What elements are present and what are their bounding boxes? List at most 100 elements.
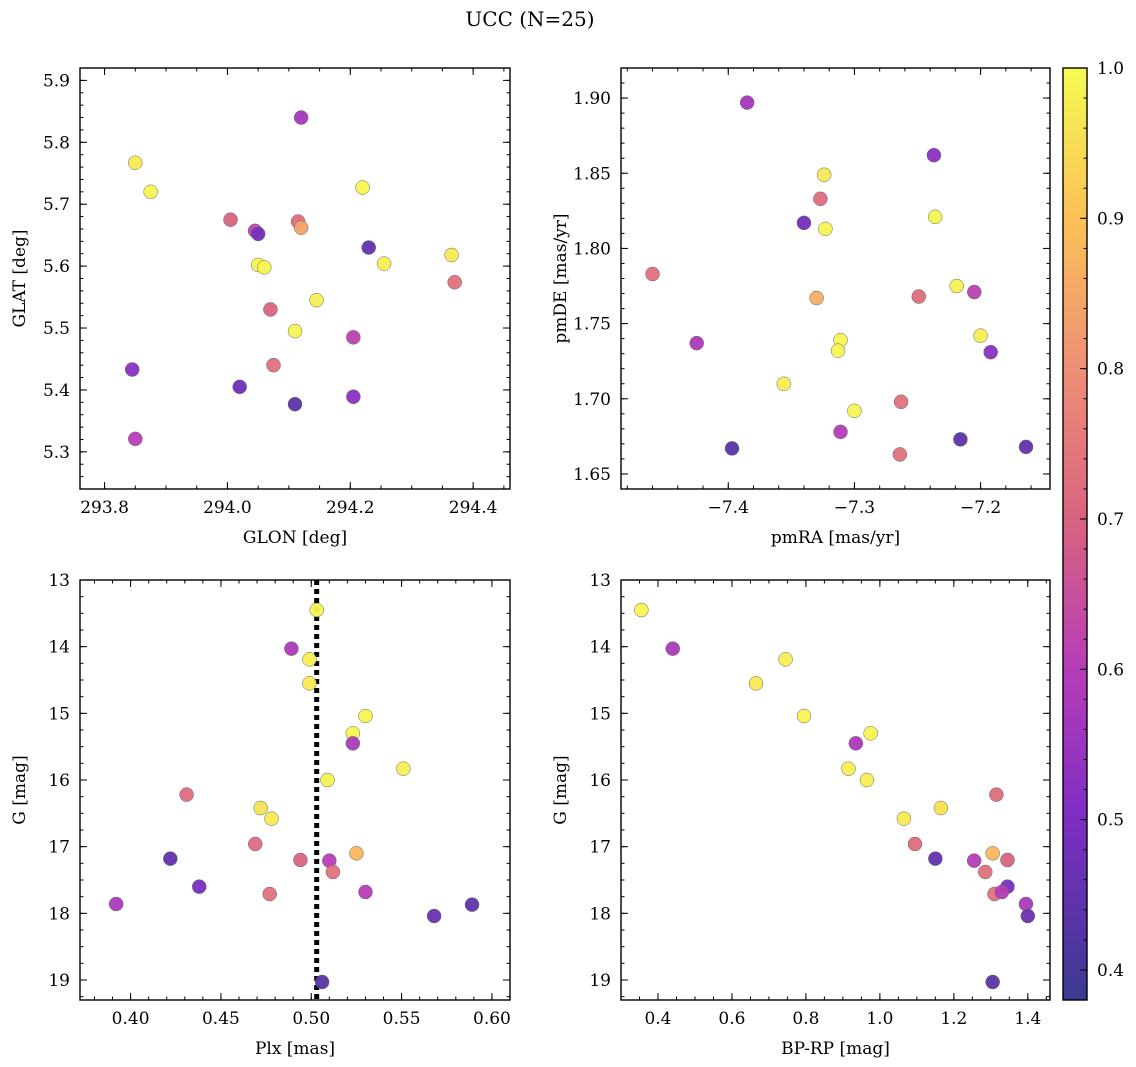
data-point — [191, 879, 207, 894]
data-point — [108, 896, 124, 912]
y-tick-label: 1.70 — [573, 390, 611, 410]
data-point — [847, 403, 862, 419]
colorbar-tick-label: 0.9 — [1097, 209, 1124, 229]
y-tick-label: 1.90 — [573, 89, 611, 109]
data-point — [994, 884, 1010, 900]
data-point — [833, 424, 848, 440]
y-tick-label: 18 — [589, 904, 611, 924]
data-point — [396, 761, 411, 776]
x-tick-label: 294.4 — [449, 498, 498, 518]
y-tick-label: 5.4 — [43, 381, 70, 401]
x-tick-label: −7.3 — [834, 498, 875, 518]
data-point — [257, 260, 272, 275]
data-point — [949, 278, 964, 294]
data-point — [464, 897, 480, 912]
data-point — [355, 180, 370, 195]
data-point — [892, 447, 908, 462]
panel-3: 0.40 0.45 0.50 0.55 0.60 13 14 15 16 17 18 19 Plx [m… — [10, 571, 511, 1059]
data-point — [361, 240, 376, 255]
data-point — [1018, 896, 1034, 912]
axes-frame — [79, 67, 511, 490]
data-point — [302, 676, 317, 691]
data-point — [893, 394, 909, 410]
y-tick-label: 1.85 — [573, 164, 611, 184]
data-point — [926, 147, 942, 163]
data-point — [250, 226, 266, 242]
data-point — [830, 343, 846, 358]
x-axis-label: BP-RP [mag] — [781, 1039, 890, 1059]
data-point — [859, 772, 875, 788]
data-point — [444, 247, 459, 263]
data-point — [848, 736, 864, 751]
y-tick-label: 5.3 — [43, 443, 70, 463]
data-point — [967, 284, 982, 300]
x-tick-label: 294.0 — [203, 498, 252, 518]
data-point — [907, 836, 923, 852]
y-tick-label: 17 — [589, 838, 611, 858]
data-point — [358, 884, 373, 900]
y-tick-label: 19 — [589, 971, 611, 991]
x-axis-label: Plx [mas] — [255, 1039, 335, 1059]
data-point — [933, 800, 949, 816]
data-point — [320, 772, 335, 788]
y-tick-label: 15 — [589, 704, 611, 724]
data-point — [985, 846, 1000, 861]
y-tick-label: 14 — [589, 638, 611, 658]
y-tick-label: 18 — [48, 904, 70, 924]
colorbar-gradient — [1062, 67, 1088, 1001]
data-point — [263, 302, 278, 317]
data-point — [447, 274, 462, 290]
x-tick-label: 0.6 — [718, 1009, 745, 1029]
data-point — [983, 344, 998, 360]
data-point — [928, 851, 943, 866]
data-point — [634, 602, 649, 618]
colorbar-tick-label: 0.4 — [1097, 961, 1124, 981]
data-point — [809, 290, 824, 306]
panel-4: 0.4 0.6 0.8 1.0 1.2 1.4 13 14 15 16 17 18 19 BP-RP [m… — [551, 571, 1051, 1059]
x-axis-label: pmRA [mas/yr] — [771, 528, 900, 548]
y-axis-label: GLAT [deg] — [10, 229, 30, 327]
data-point — [813, 191, 828, 207]
y-tick-label: 5.8 — [43, 133, 70, 153]
y-tick-label: 17 — [48, 838, 70, 858]
x-tick-label: 1.0 — [866, 1009, 893, 1029]
data-point — [266, 357, 281, 373]
x-tick-label: 293.8 — [80, 498, 129, 518]
data-point — [309, 602, 324, 618]
data-point — [376, 256, 392, 271]
data-point — [143, 184, 158, 200]
data-point — [966, 853, 982, 868]
data-point — [262, 886, 277, 902]
data-point — [346, 330, 361, 345]
panel-2: −7.4 −7.3 −7.2 1.65 1.70 1.75 1.80 1.85 1.90 pmRA… — [551, 67, 1051, 548]
axes-frame — [79, 579, 511, 1001]
x-tick-label: −7.2 — [960, 498, 1001, 518]
x-tick-label: 1.2 — [940, 1009, 967, 1029]
y-tick-label: 16 — [589, 771, 611, 791]
data-point — [345, 736, 361, 751]
figure-title: UCC (N=25) — [465, 7, 594, 31]
data-point — [293, 220, 309, 235]
data-point — [325, 864, 341, 880]
data-point — [128, 155, 143, 170]
data-point — [293, 852, 308, 868]
data-point — [287, 323, 303, 339]
data-point — [302, 652, 317, 667]
data-point — [739, 95, 755, 110]
colorbar-tick-label: 0.5 — [1097, 811, 1124, 831]
data-point — [796, 215, 812, 231]
x-tick-label: 294.2 — [326, 498, 375, 518]
data-point — [358, 708, 373, 724]
y-tick-label: 1.75 — [573, 315, 611, 335]
y-tick-label: 1.80 — [573, 239, 611, 259]
data-point — [179, 787, 194, 802]
colorbar: 0.4 0.5 0.6 0.7 0.8 0.9 1.0 — [1062, 59, 1124, 1001]
data-point — [724, 441, 740, 456]
y-tick-label: 14 — [48, 638, 70, 658]
x-tick-label: 0.4 — [644, 1009, 671, 1029]
x-tick-label: 0.40 — [112, 1009, 150, 1029]
panel-1: 293.8 294.0 294.2 294.4 5.3 5.4 5.5 5.6 5.7 5.8 5.… — [10, 67, 511, 548]
x-tick-label: 1.4 — [1014, 1009, 1041, 1029]
colorbar-tick-label: 0.7 — [1097, 510, 1124, 530]
data-point — [989, 787, 1004, 802]
